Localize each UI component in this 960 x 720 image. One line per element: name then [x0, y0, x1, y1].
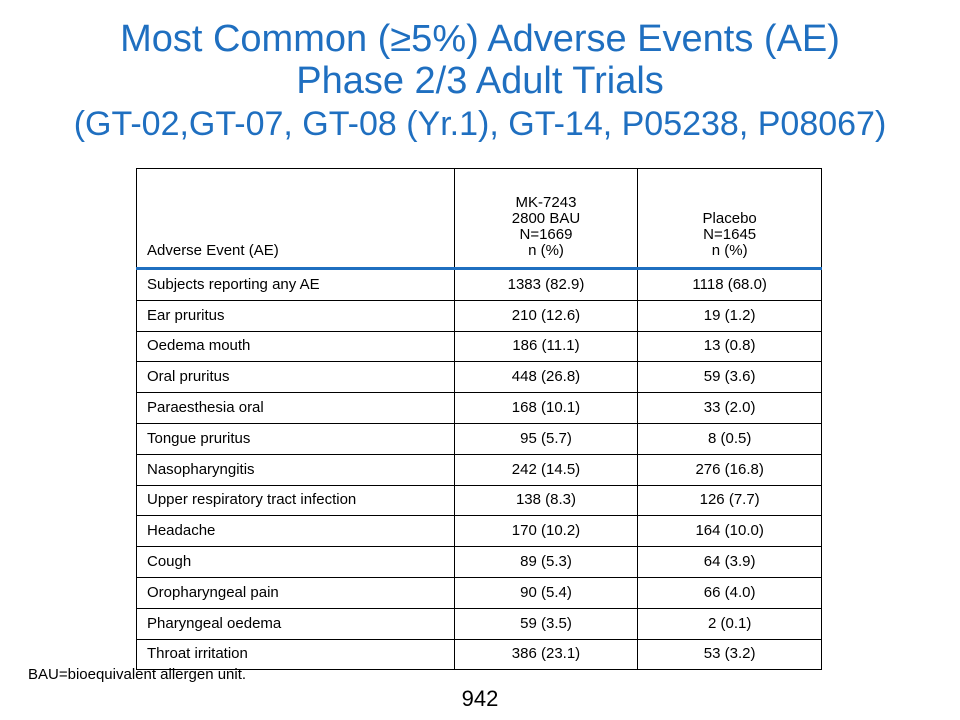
header-drug-unit: n (%)	[528, 242, 564, 259]
ae-name-cell: Oropharyngeal pain	[136, 576, 455, 609]
drug-value-cell: 242 (14.5)	[453, 453, 639, 486]
placebo-value-cell: 13 (0.8)	[637, 330, 822, 363]
placebo-value-cell: 2 (0.1)	[637, 607, 822, 640]
drug-value-cell: 170 (10.2)	[453, 515, 639, 548]
table-header-row: Adverse Event (AE) MK-7243 2800 BAU N=16…	[136, 168, 822, 270]
placebo-value-cell: 59 (3.6)	[637, 361, 822, 394]
table-row: Ear pruritus 210 (12.6) 19 (1.2)	[136, 299, 822, 332]
drug-value-cell: 186 (11.1)	[453, 330, 639, 363]
ae-name-cell: Cough	[136, 546, 455, 578]
header-drug-dose: 2800 BAU	[511, 210, 581, 227]
placebo-value-cell: 126 (7.7)	[637, 484, 822, 517]
title-line-1: Most Common (≥5%) Adverse Events (AE)	[120, 18, 840, 60]
page-number: 942	[461, 686, 499, 711]
header-mk-7243: MK-7243 2800 BAU N=1669 n (%)	[453, 168, 639, 270]
ae-name-cell: Paraesthesia oral	[136, 392, 455, 424]
placebo-value-cell: 66 (4.0)	[637, 576, 822, 609]
table-row: Upper respiratory tract infection 138 (8…	[136, 484, 822, 517]
title-line-2: Phase 2/3 Adult Trials	[296, 60, 664, 102]
drug-value-cell: 95 (5.7)	[453, 422, 639, 455]
placebo-value-cell: 64 (3.9)	[637, 546, 822, 578]
table-row: Oral pruritus 448 (26.8) 59 (3.6)	[136, 361, 822, 394]
ae-name-cell: Headache	[136, 515, 455, 548]
table-row: Headache 170 (10.2) 164 (10.0)	[136, 515, 822, 548]
header-drug-n: N=1669	[519, 226, 573, 243]
header-placebo-n: N=1645	[703, 226, 757, 243]
placebo-value-cell: 1118 (68.0)	[637, 268, 822, 301]
drug-value-cell: 168 (10.1)	[453, 392, 639, 424]
table-row: Subjects reporting any AE 1383 (82.9) 11…	[136, 268, 822, 301]
ae-name-cell: Ear pruritus	[136, 299, 455, 332]
ae-name-cell: Tongue pruritus	[136, 422, 455, 455]
placebo-value-cell: 276 (16.8)	[637, 453, 822, 486]
footnote: BAU=bioequivalent allergen unit.	[28, 666, 247, 683]
placebo-value-cell: 19 (1.2)	[637, 299, 822, 332]
drug-value-cell: 59 (3.5)	[453, 607, 639, 640]
table-row: Throat irritation 386 (23.1) 53 (3.2)	[136, 638, 822, 671]
header-drug-name: MK-7243	[515, 194, 577, 211]
header-adverse-event-label: Adverse Event (AE)	[147, 242, 279, 259]
adverse-events-table: Adverse Event (AE) MK-7243 2800 BAU N=16…	[136, 168, 822, 671]
drug-value-cell: 386 (23.1)	[453, 638, 639, 671]
table-row: Paraesthesia oral 168 (10.1) 33 (2.0)	[136, 392, 822, 424]
table-row: Nasopharyngitis 242 (14.5) 276 (16.8)	[136, 453, 822, 486]
table-row: Oedema mouth 186 (11.1) 13 (0.8)	[136, 330, 822, 363]
title-line-3: (GT-02,GT-07, GT-08 (Yr.1), GT-14, P0523…	[73, 105, 887, 143]
ae-name-cell: Oedema mouth	[136, 330, 455, 363]
ae-name-cell: Upper respiratory tract infection	[136, 484, 455, 517]
drug-value-cell: 448 (26.8)	[453, 361, 639, 394]
drug-value-cell: 90 (5.4)	[453, 576, 639, 609]
header-adverse-event: Adverse Event (AE)	[136, 168, 455, 270]
placebo-value-cell: 164 (10.0)	[637, 515, 822, 548]
table-row: Oropharyngeal pain 90 (5.4) 66 (4.0)	[136, 576, 822, 609]
ae-name-cell: Throat irritation	[136, 638, 455, 671]
drug-value-cell: 138 (8.3)	[453, 484, 639, 517]
drug-value-cell: 89 (5.3)	[453, 546, 639, 578]
table-row: Cough 89 (5.3) 64 (3.9)	[136, 546, 822, 578]
header-placebo-name: Placebo	[702, 210, 757, 227]
drug-value-cell: 210 (12.6)	[453, 299, 639, 332]
table-row: Pharyngeal oedema 59 (3.5) 2 (0.1)	[136, 607, 822, 640]
ae-name-cell: Nasopharyngitis	[136, 453, 455, 486]
header-placebo-unit: n (%)	[711, 242, 748, 259]
ae-name-cell: Subjects reporting any AE	[136, 268, 455, 301]
ae-name-cell: Pharyngeal oedema	[136, 607, 455, 640]
header-placebo: Placebo N=1645 n (%)	[637, 168, 822, 270]
placebo-value-cell: 53 (3.2)	[637, 638, 822, 671]
slide-title: Most Common (≥5%) Adverse Events (AE) Ph…	[0, 18, 960, 146]
placebo-value-cell: 8 (0.5)	[637, 422, 822, 455]
table-row: Tongue pruritus 95 (5.7) 8 (0.5)	[136, 422, 822, 455]
placebo-value-cell: 33 (2.0)	[637, 392, 822, 424]
ae-name-cell: Oral pruritus	[136, 361, 455, 394]
drug-value-cell: 1383 (82.9)	[453, 268, 639, 301]
